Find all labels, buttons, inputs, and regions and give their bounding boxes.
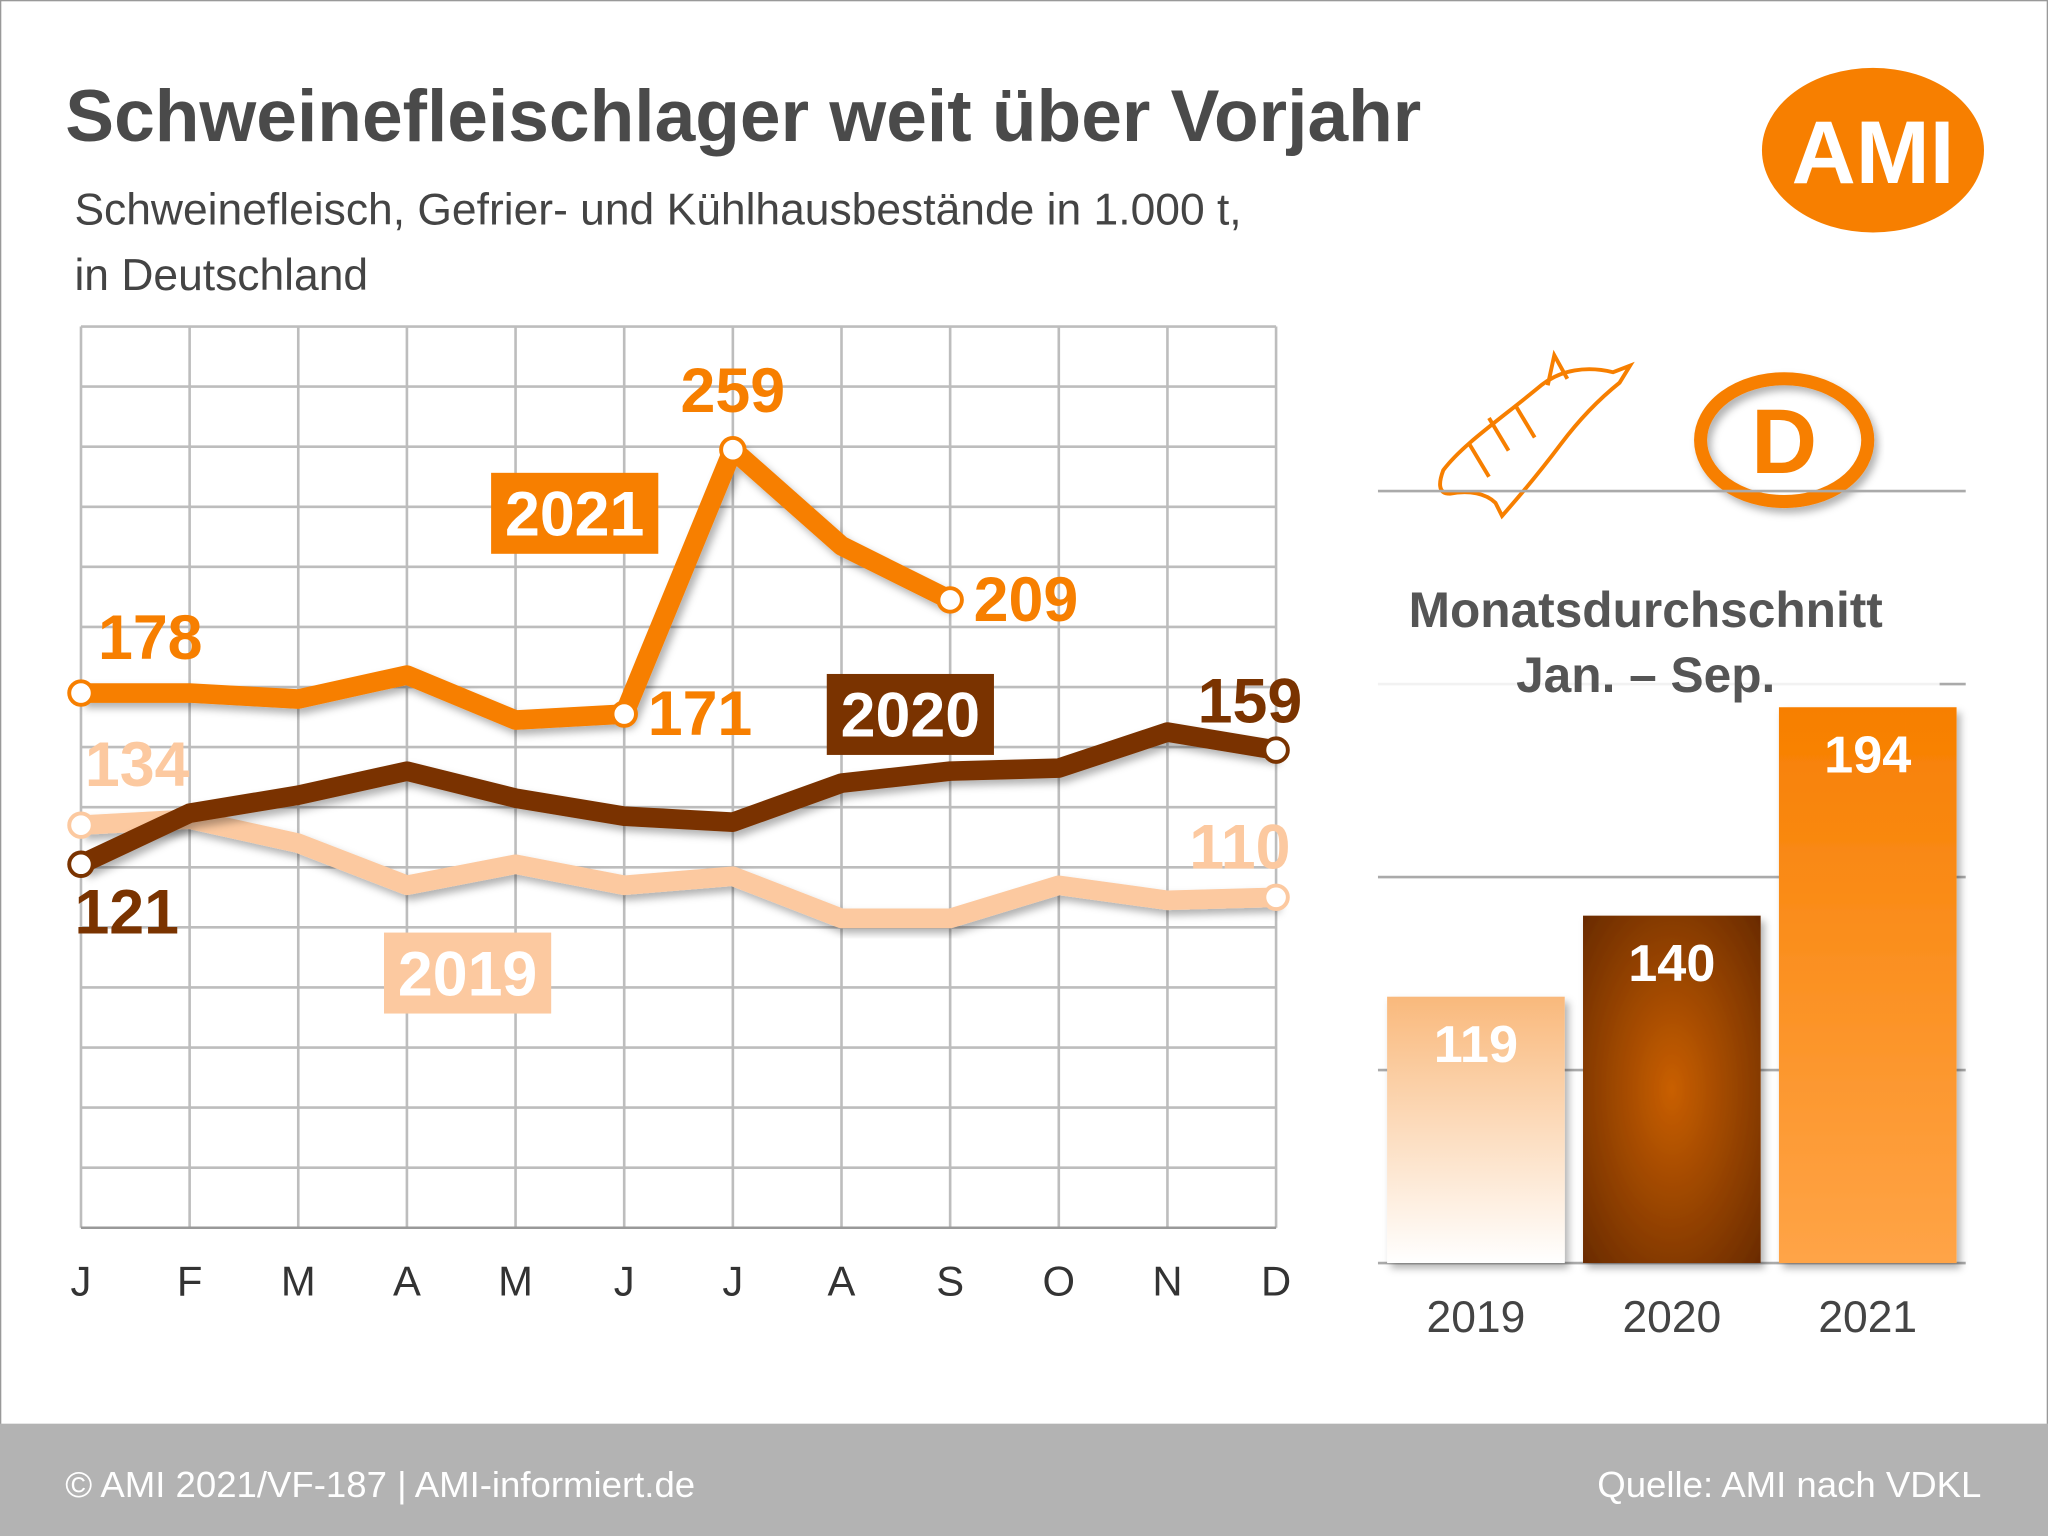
series-name: 2020 [841,681,980,751]
point-marker [719,435,747,464]
data-label: 209 [974,565,1079,635]
series-line [76,722,1278,874]
x-tick-label: M [281,1258,316,1305]
title: Schweinefleischlager weit über Vorjahr [65,76,1421,157]
bar-chart-title: Jan. – Sep. [1516,647,1775,703]
data-label: 178 [98,603,203,673]
series-name-box [826,673,994,755]
series-line [80,809,1277,929]
x-tick-label: M [498,1258,533,1305]
point-marker [1262,883,1290,912]
data-label: 159 [1198,667,1303,737]
series-name-box [384,932,552,1014]
point-marker [936,586,964,614]
series-name: 2021 [505,480,644,550]
data-label: 134 [85,730,190,800]
x-tick-label: S [936,1258,964,1305]
x-tick-label: N [1152,1258,1182,1305]
data-label: 171 [648,679,753,749]
x-tick-label: J [722,1258,743,1305]
point-marker [67,811,95,839]
country-badge [1694,372,1875,509]
series-name-box [491,472,659,554]
logo: AMI [1792,103,1955,202]
point-marker [610,700,638,728]
logo-badge [1761,67,1984,233]
x-tick-label: J [71,1258,92,1305]
pig-icon [1438,349,1635,520]
footer-bar [0,1423,2048,1536]
subtitle: Schweinefleisch, Gefrier- und Kühlhausbe… [74,186,1241,235]
data-label: 259 [681,356,786,426]
footer-left: © AMI 2021/VF-187 | AMI-informiert.de [65,1464,695,1505]
bar [1583,915,1761,1264]
x-tick-label: J [614,1258,635,1305]
x-tick-label: A [828,1258,856,1305]
series-name: 2019 [398,939,537,1009]
data-label: 121 [74,877,179,947]
point-marker [67,679,95,707]
x-tick-label: F [177,1258,203,1305]
x-tick-label: O [1043,1258,1076,1305]
point-marker [1262,736,1290,764]
bar-value-label: 119 [1434,1016,1518,1074]
footer-right: Quelle: AMI nach VDKL [1597,1464,1981,1505]
data-label: 110 [1189,813,1290,883]
subtitle: in Deutschland [74,251,368,300]
title-backdrop [1364,561,1940,708]
x-tick-label: 2021 [1818,1293,1917,1342]
bar-value-label: 194 [1824,727,1911,785]
x-tick-label: A [393,1258,421,1305]
country-badge-letter: D [1751,391,1817,493]
bar-chart-title: Monatsdurchschnitt [1409,582,1883,638]
bar [1778,707,1957,1264]
bar [1387,996,1565,1264]
point-marker [67,850,95,878]
bar-value-label: 140 [1628,935,1715,993]
x-tick-label: 2019 [1427,1293,1526,1342]
x-tick-label: 2020 [1622,1293,1721,1342]
x-tick-label: D [1261,1258,1291,1305]
series-line [80,439,955,730]
